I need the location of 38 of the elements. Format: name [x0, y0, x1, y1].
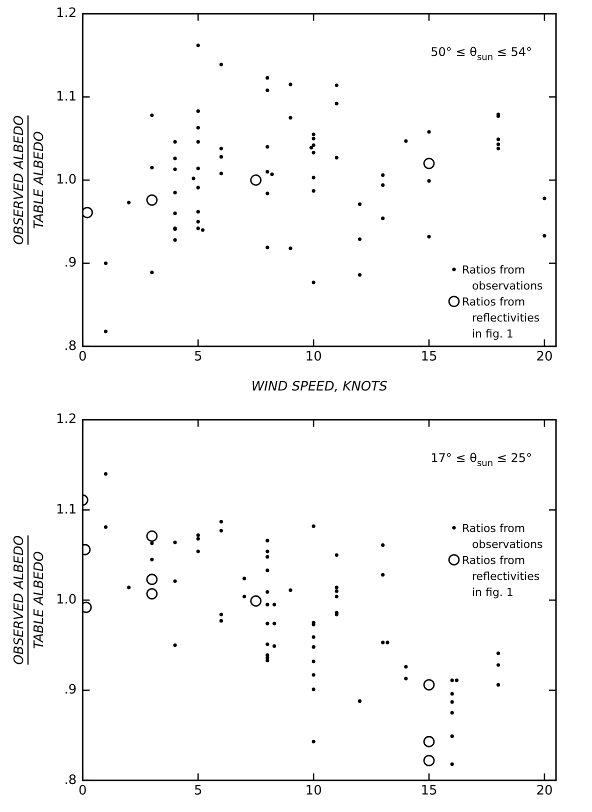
y-tick-label: 1.2	[56, 412, 77, 428]
x-axis-title: WIND SPEED, KNOTS	[251, 379, 388, 394]
y-tick-label: .8	[64, 772, 77, 788]
x-tick-label: 0	[78, 350, 87, 365]
legend-label: Ratios from observations	[462, 522, 544, 551]
x-tick-label: 10	[305, 784, 322, 799]
point	[146, 574, 158, 586]
point	[250, 595, 262, 607]
legend-label: Ratios from observations	[462, 263, 544, 292]
point	[423, 158, 435, 170]
y-tick-label: .8	[64, 338, 77, 354]
x-tick-label: 10	[305, 350, 322, 365]
point	[250, 174, 262, 186]
y-tick-label: .9	[64, 256, 77, 271]
point	[423, 679, 435, 691]
legend-label: Ratios from reflectivities in fig. 1	[462, 554, 540, 599]
y-tick-label: 1.0	[56, 172, 77, 188]
x-tick-label: 20	[536, 784, 553, 799]
x-tick-label: 5	[194, 784, 202, 799]
x-tick-label: 15	[420, 784, 438, 799]
y-tick-label: 1.0	[56, 592, 77, 608]
x-tick-label: 0	[78, 784, 87, 799]
y-axis-title: OBSERVED ALBEDO TABLE ALBEDO	[12, 535, 47, 665]
x-tick-label: 15	[420, 350, 438, 365]
y-axis-title: OBSERVED ALBEDO TABLE ALBEDO	[12, 115, 47, 245]
point	[146, 530, 158, 542]
y-tick-label: 1.1	[56, 502, 77, 518]
y-tick-label: 1.2	[56, 6, 77, 22]
point	[82, 206, 93, 218]
point	[423, 754, 435, 766]
x-tick-label: 5	[194, 350, 202, 365]
point	[146, 194, 158, 206]
point	[146, 588, 158, 600]
point	[423, 736, 435, 748]
y-tick-label: 1.1	[56, 89, 77, 104]
y-tick-label: .9	[64, 682, 77, 698]
x-tick-label: 20	[536, 350, 553, 365]
legend-label: Ratios from reflectivities in fig. 1	[462, 295, 540, 340]
